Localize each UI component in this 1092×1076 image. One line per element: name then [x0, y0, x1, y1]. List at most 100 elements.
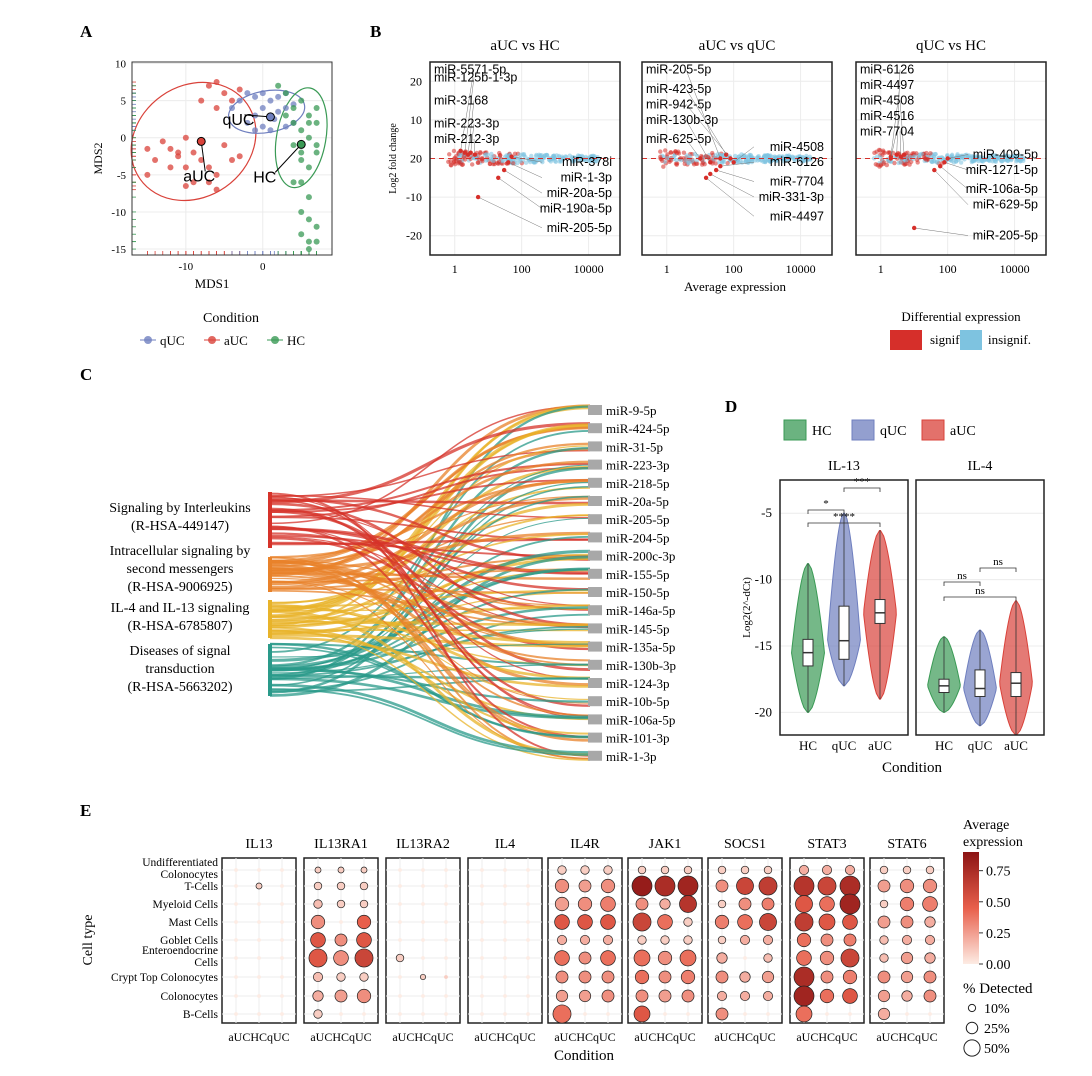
sankey-target-label: miR-218-5p — [606, 476, 670, 491]
legend-label-insignif: insignif. — [988, 332, 1031, 347]
point-aUC — [229, 97, 235, 104]
sankey-target-node — [588, 732, 602, 743]
cell-type-label: Crypt Top Colonocytes — [111, 972, 218, 984]
point-signif — [511, 161, 516, 166]
point-HC — [305, 194, 312, 201]
sankey-source-bar — [268, 492, 272, 548]
dot-IL13RA2 — [444, 956, 448, 960]
dot-IL13 — [280, 975, 284, 979]
dot-IL13 — [234, 994, 238, 998]
dot-IL13RA1 — [334, 933, 348, 947]
point-insignif — [1006, 156, 1011, 161]
facet-frame — [855, 61, 1047, 256]
label-leader — [899, 100, 905, 155]
sankey-source-label: (R-HSA-6785807) — [128, 619, 233, 634]
color-legend-title: Average — [963, 818, 1009, 833]
dot-IL13RA2 — [398, 975, 402, 979]
dot-IL4 — [526, 938, 530, 942]
point-aUC — [182, 164, 189, 171]
dot-IL13RA2 — [398, 884, 402, 888]
sankey-target-node — [588, 514, 602, 525]
label-leader — [470, 123, 475, 153]
dot-IL13RA2 — [398, 938, 402, 942]
y-tick-label: 20 — [410, 152, 422, 166]
sankey-target-label: miR-200c-3p — [606, 549, 675, 564]
panel-letter-b: B — [370, 22, 381, 41]
sankey-source-bar — [268, 644, 272, 696]
dot-IL13RA1 — [337, 866, 345, 874]
y-tick-label: -10 — [111, 207, 126, 219]
point-HC — [298, 127, 305, 134]
sankey-target-label: miR-1-3p — [606, 749, 657, 764]
dot-IL13 — [257, 902, 261, 906]
label-leader — [508, 162, 543, 178]
dot-SOCS1 — [762, 990, 774, 1002]
point-insignif — [502, 154, 508, 160]
point-signif — [470, 162, 475, 167]
dot-IL4 — [503, 1012, 507, 1016]
dot-STAT6 — [877, 970, 891, 984]
dot-IL4 — [526, 884, 530, 888]
dot-IL13RA1 — [356, 988, 372, 1004]
label-leader — [464, 77, 475, 153]
dot-IL13RA1 — [313, 899, 323, 909]
cell-type-label: Goblet Cells — [160, 935, 218, 947]
point-insignif — [558, 159, 564, 164]
dot-IL13RA2 — [421, 994, 425, 998]
point-insignif — [786, 153, 792, 158]
signif-bracket — [843, 487, 881, 492]
legend-label-HC: HC — [287, 333, 305, 348]
mirna-label: miR-125b-1-3p — [434, 70, 517, 84]
sankey-target-node — [588, 459, 602, 470]
point-signif — [451, 148, 457, 154]
point-insignif — [482, 152, 488, 158]
dot-IL13RA1 — [359, 972, 369, 982]
dot-STAT3 — [819, 896, 835, 912]
facet-title: aUC vs qUC — [699, 38, 776, 54]
dot-SOCS1 — [737, 914, 753, 930]
point-insignif — [945, 152, 950, 158]
point-HC — [313, 223, 320, 230]
dot-IL13RA2 — [444, 938, 448, 942]
dot-IL13RA2 — [421, 938, 425, 942]
dot-STAT6 — [928, 1012, 932, 1016]
gene-title-IL13: IL13 — [245, 837, 272, 852]
point-signif — [674, 150, 680, 156]
dot-STAT3 — [796, 950, 812, 966]
label-leader — [478, 196, 543, 229]
point-signif — [448, 163, 454, 168]
dot-IL4R — [556, 934, 568, 946]
dot-JAK1 — [660, 935, 670, 945]
condition-tick-labels: aUCHCqUC — [634, 1030, 695, 1044]
dot-IL13 — [280, 868, 284, 872]
point-insignif — [560, 154, 565, 159]
sankey-target-node — [588, 623, 602, 634]
x-tick-label: aUC — [868, 738, 892, 753]
dot-STAT3 — [794, 912, 814, 932]
facet-title: aUC vs HC — [490, 38, 559, 54]
point-signif — [892, 160, 897, 166]
point-HC — [298, 179, 305, 186]
sankey-ribbon — [269, 606, 591, 671]
point-insignif — [695, 153, 700, 159]
cell-type-label: Myeloid Cells — [153, 899, 219, 911]
point-insignif — [958, 160, 964, 165]
mirna-label: miR-942-5p — [646, 97, 711, 111]
dot-IL4R — [579, 934, 591, 946]
dot-IL13RA2 — [398, 994, 402, 998]
point-aUC — [198, 156, 205, 163]
point-insignif — [472, 156, 477, 161]
dot-STAT6 — [902, 865, 912, 875]
point-signif — [497, 153, 503, 158]
point-aUC — [213, 79, 220, 86]
centroid-qUC — [265, 112, 275, 122]
dot-IL13RA1 — [310, 914, 326, 930]
plot-frame — [131, 61, 333, 256]
facet-frame — [429, 61, 621, 256]
labelled-point — [506, 160, 511, 165]
gene-title-STAT6: STAT6 — [887, 837, 926, 852]
condition-tick-labels: aUCHCqUC — [228, 1030, 289, 1044]
mirna-label: miR-205-5p — [547, 221, 612, 235]
point-insignif — [976, 158, 981, 164]
